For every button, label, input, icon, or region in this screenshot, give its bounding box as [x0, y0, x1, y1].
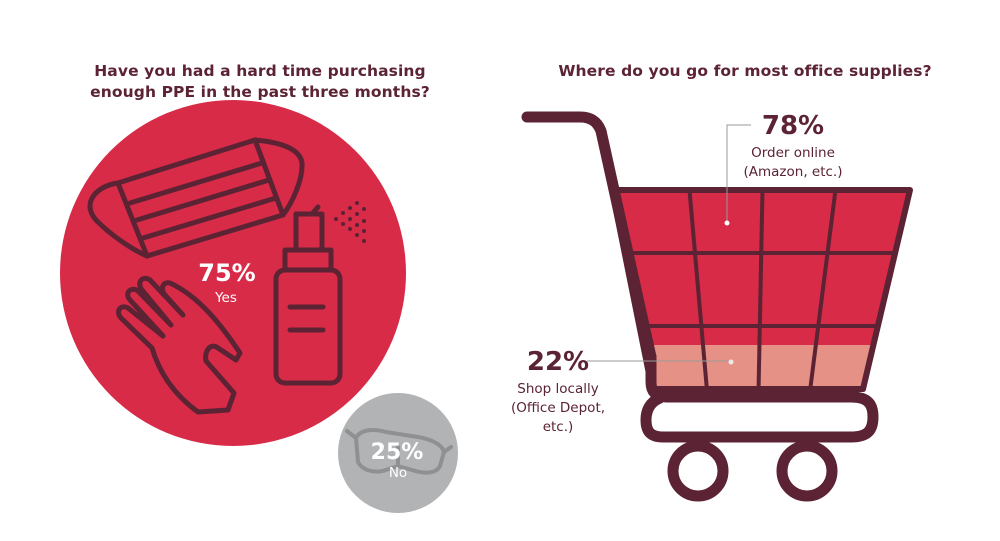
online-label-line-1: Order online: [751, 145, 835, 161]
online-label-line-2: (Amazon, etc.): [744, 164, 843, 180]
spray-bottle-icon: [273, 204, 343, 386]
cart-wheel-left: [667, 440, 729, 502]
no-label: No: [389, 465, 407, 481]
shopping-cart-icon: [521, 111, 913, 502]
spray-mist: [334, 201, 366, 243]
left-question-line-1: Have you had a hard time purchasing: [94, 62, 426, 80]
left-question-line-2: enough PPE in the past three months?: [90, 83, 430, 101]
cart-grid-vertical: [756, 189, 765, 390]
local-label-line-1: Shop locally: [517, 381, 598, 397]
left-question-title: Have you had a hard time purchasing enou…: [60, 61, 460, 103]
bubble-yes: [60, 100, 406, 446]
right-question-title: Where do you go for most office supplies…: [558, 62, 932, 80]
glove-icon: [116, 275, 243, 415]
local-label-line-3: etc.): [543, 419, 574, 435]
cart-base-frame: [640, 351, 879, 443]
yes-label: Yes: [214, 290, 237, 306]
callout-online-leader: [724, 124, 751, 226]
local-label-line-2: (Office Depot,: [511, 400, 605, 416]
local-percent-label: 22%: [527, 347, 589, 377]
callout-local-leader: [587, 359, 734, 365]
yes-percent-label: 75%: [198, 259, 255, 287]
safety-goggles-icon: [345, 428, 453, 475]
cart-grid: [624, 189, 896, 390]
cart-handle: [521, 111, 657, 363]
cart-wheel-right: [776, 440, 838, 502]
cart-grid-vertical: [687, 189, 709, 390]
no-percent-label: 25%: [371, 440, 424, 465]
online-percent-label: 78%: [762, 111, 824, 141]
face-mask-icon: [87, 137, 305, 259]
cart-grid-vertical: [808, 189, 838, 390]
